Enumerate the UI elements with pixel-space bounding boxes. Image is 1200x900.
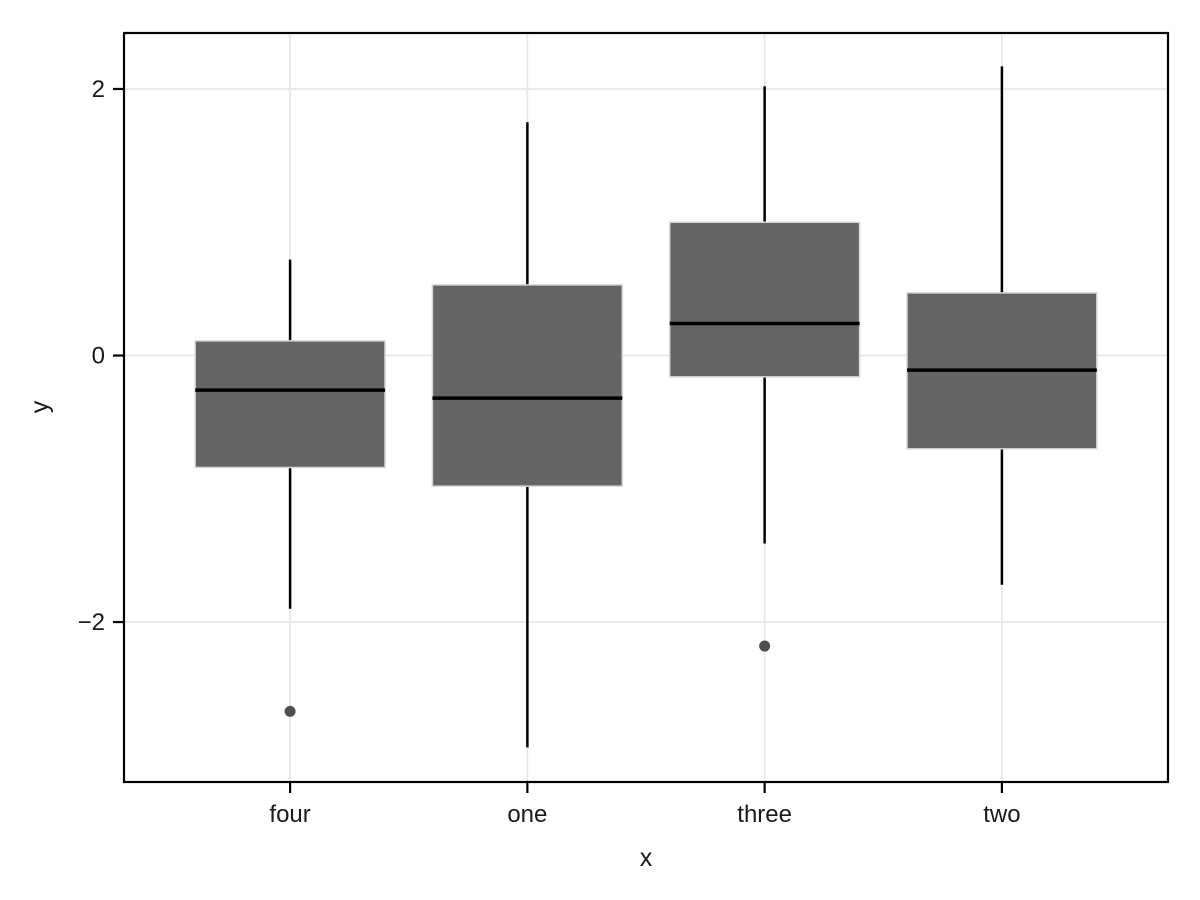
y-axis-title: y bbox=[26, 400, 54, 413]
axis-layer: 2 0 −2 four one three two bbox=[78, 31, 1170, 828]
outlier-point-four bbox=[284, 705, 296, 717]
box-one bbox=[431, 284, 624, 487]
box-layer bbox=[194, 66, 1098, 748]
y-tick-label: 2 bbox=[92, 76, 105, 103]
y-tick-label: −2 bbox=[78, 609, 105, 636]
outlier-point-three bbox=[759, 640, 771, 652]
x-tick-label: three bbox=[737, 801, 792, 828]
x-tick-label: four bbox=[269, 801, 310, 828]
x-tick-label: two bbox=[983, 801, 1020, 828]
x-axis-title: x bbox=[640, 844, 653, 872]
x-tick-label: one bbox=[507, 801, 547, 828]
plot-border bbox=[122, 31, 1170, 784]
box-four bbox=[194, 340, 386, 469]
box-three bbox=[668, 221, 861, 378]
y-tick-label: 0 bbox=[92, 343, 105, 370]
